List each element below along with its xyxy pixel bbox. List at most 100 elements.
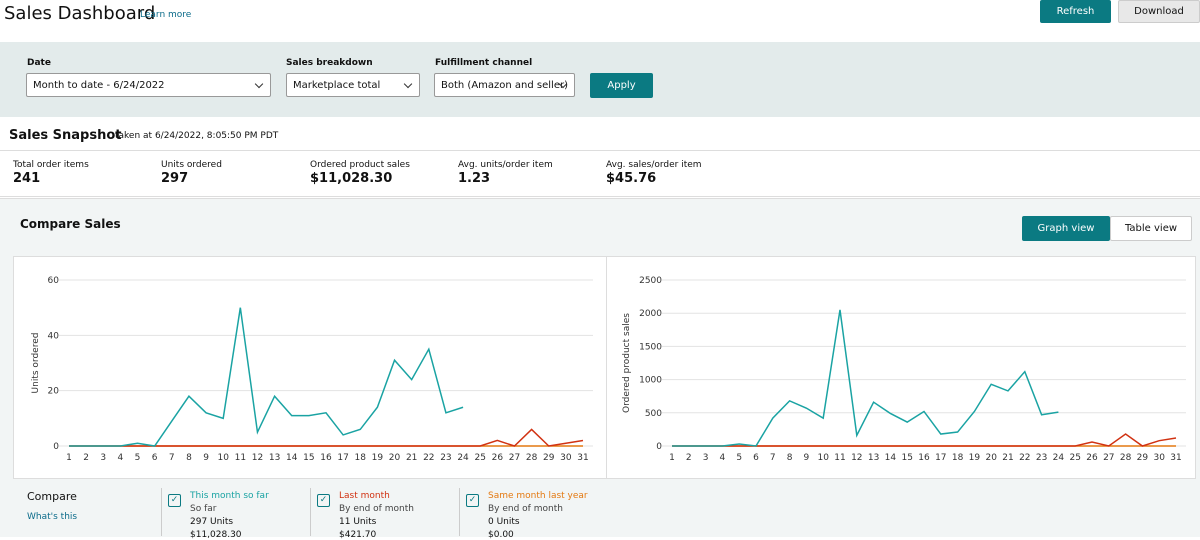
x-tick-label: 20 [985, 453, 997, 463]
legend-sales: $421.70 [339, 530, 377, 540]
x-tick-label: 28 [526, 453, 538, 463]
metric-value: $11,028.30 [310, 171, 393, 186]
x-tick-label: 12 [252, 453, 263, 463]
legend-sub: By end of month [339, 504, 414, 514]
checkbox[interactable]: ✓ [168, 494, 181, 507]
x-tick-label: 10 [817, 453, 829, 463]
legend-sales: $0.00 [488, 530, 514, 540]
x-tick-label: 17 [935, 453, 946, 463]
x-tick-label: 22 [423, 453, 434, 463]
metric-label: Ordered product sales [310, 160, 410, 170]
y-tick-label: 60 [48, 276, 60, 286]
x-tick-label: 3 [100, 453, 106, 463]
x-tick-label: 9 [203, 453, 209, 463]
x-tick-label: 27 [509, 453, 520, 463]
divider [0, 196, 1200, 197]
x-tick-label: 8 [186, 453, 192, 463]
y-tick-label: 1000 [639, 376, 662, 386]
date-select[interactable]: Month to date - 6/24/2022 [26, 73, 271, 97]
divider [0, 150, 1200, 151]
x-tick-label: 2 [83, 453, 89, 463]
compare-heading: Compare [27, 490, 77, 503]
series-line [672, 309, 1059, 447]
legend-sales: $11,028.30 [190, 530, 242, 540]
x-tick-label: 7 [770, 453, 776, 463]
x-tick-label: 21 [1002, 453, 1013, 463]
series-line [69, 428, 584, 447]
legend-units: 0 Units [488, 517, 520, 527]
checkbox[interactable]: ✓ [317, 494, 330, 507]
x-tick-label: 19 [372, 453, 384, 463]
x-tick-label: 23 [440, 453, 451, 463]
x-tick-label: 11 [834, 453, 845, 463]
filter-label: Sales breakdown [286, 58, 373, 68]
metric-label: Total order items [13, 160, 89, 170]
x-tick-label: 11 [235, 453, 246, 463]
metric-label: Avg. sales/order item [606, 160, 702, 170]
x-tick-label: 13 [868, 453, 879, 463]
x-tick-label: 17 [337, 453, 348, 463]
x-tick-label: 21 [406, 453, 417, 463]
legend-sub: By end of month [488, 504, 563, 514]
x-tick-label: 3 [703, 453, 709, 463]
x-tick-label: 24 [457, 453, 469, 463]
compare-title: Compare Sales [20, 217, 121, 231]
legend-name: Same month last year [488, 491, 588, 501]
y-tick-label: 20 [48, 387, 60, 397]
metric-value: 297 [161, 171, 189, 186]
y-tick-label: 2000 [639, 309, 662, 319]
x-tick-label: 1 [66, 453, 72, 463]
x-tick-label: 4 [720, 453, 726, 463]
metric-value: $45.76 [606, 171, 657, 186]
divider [459, 488, 460, 536]
checkbox[interactable]: ✓ [466, 494, 479, 507]
x-tick-label: 25 [1069, 453, 1080, 463]
x-tick-label: 13 [269, 453, 280, 463]
x-tick-label: 6 [152, 453, 158, 463]
x-tick-label: 29 [1137, 453, 1149, 463]
x-tick-label: 5 [736, 453, 742, 463]
x-tick-label: 31 [577, 453, 588, 463]
x-tick-label: 29 [543, 453, 555, 463]
apply-button[interactable]: Apply [590, 73, 653, 98]
y-tick-label: 0 [53, 442, 59, 452]
series-line [672, 433, 1177, 447]
x-tick-label: 1 [669, 453, 675, 463]
table-view-button[interactable]: Table view [1110, 216, 1192, 241]
x-tick-label: 10 [217, 453, 229, 463]
x-tick-label: 20 [389, 453, 401, 463]
refresh-button[interactable]: Refresh [1040, 0, 1111, 23]
x-tick-label: 22 [1019, 453, 1030, 463]
y-tick-label: 0 [656, 442, 662, 452]
x-tick-label: 15 [303, 453, 314, 463]
metric-value: 241 [13, 171, 41, 186]
graph-view-button[interactable]: Graph view [1022, 216, 1110, 241]
x-tick-label: 4 [118, 453, 124, 463]
x-tick-label: 5 [135, 453, 141, 463]
legend-units: 11 Units [339, 517, 377, 527]
channel-select[interactable]: Both (Amazon and seller) [434, 73, 575, 97]
breakdown-select[interactable]: Marketplace total [286, 73, 420, 97]
x-tick-label: 31 [1170, 453, 1181, 463]
divider [161, 488, 162, 536]
x-tick-label: 26 [492, 453, 504, 463]
legend-name: This month so far [190, 491, 269, 501]
x-tick-label: 16 [320, 453, 332, 463]
x-tick-label: 6 [753, 453, 759, 463]
download-button[interactable]: Download [1118, 0, 1200, 23]
x-tick-label: 8 [787, 453, 793, 463]
x-tick-label: 16 [918, 453, 930, 463]
x-tick-label: 27 [1103, 453, 1114, 463]
filter-label: Date [27, 58, 51, 68]
x-tick-label: 14 [885, 453, 897, 463]
series-line [69, 307, 464, 447]
x-tick-label: 15 [901, 453, 912, 463]
snapshot-time: taken at 6/24/2022, 8:05:50 PM PDT [115, 131, 279, 141]
title: Sales Dashboard [4, 3, 156, 24]
whats-this-link[interactable]: What's this [27, 512, 78, 522]
x-tick-label: 28 [1120, 453, 1132, 463]
x-tick-label: 24 [1053, 453, 1065, 463]
learn-more[interactable]: Learn more [140, 10, 192, 20]
y-axis-label: Units ordered [31, 333, 41, 394]
